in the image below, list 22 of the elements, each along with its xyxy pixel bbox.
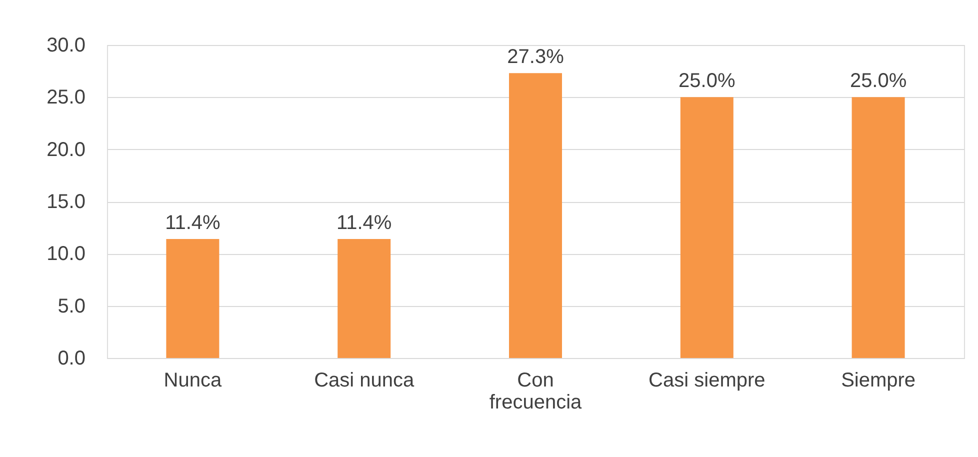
y-tick-label: 30.0 — [46, 34, 86, 56]
bar — [509, 73, 562, 358]
x-tick-label: Siempre — [841, 370, 916, 392]
x-tick-label: Casi siempre — [648, 370, 766, 392]
x-tick-label: Casi nunca — [314, 370, 416, 392]
y-tick-label: 10.0 — [46, 243, 86, 266]
y-tick-label: 15.0 — [46, 191, 86, 213]
x-tick-label: Con frecuencia — [489, 370, 583, 414]
data-label: 11.4% — [336, 212, 392, 234]
bar — [680, 97, 734, 358]
data-label: 11.4% — [165, 212, 221, 234]
x-tick-label: Nunca — [164, 370, 222, 392]
bar — [852, 97, 905, 358]
y-tick-label: 20.0 — [46, 138, 86, 161]
data-label: 27.3% — [507, 46, 564, 68]
bar — [338, 239, 391, 358]
y-tick-label: 25.0 — [46, 86, 86, 109]
y-tick-label: 0.0 — [58, 348, 86, 370]
data-label: 25.0% — [850, 70, 907, 92]
y-tick-label: 5.0 — [58, 295, 86, 318]
bar — [166, 239, 220, 358]
data-label: 25.0% — [678, 70, 736, 92]
